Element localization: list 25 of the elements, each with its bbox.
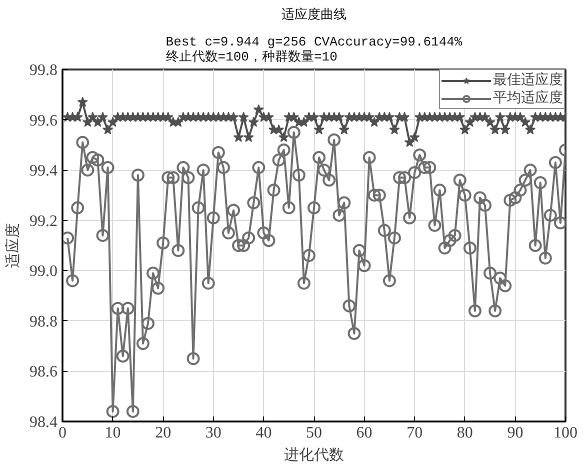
y-tick-label: 99.2: [30, 212, 58, 230]
x-tick-label: 100: [554, 424, 578, 442]
x-tick-label: 60: [356, 424, 372, 442]
x-tick-label: 80: [456, 424, 473, 442]
y-tick-label: 99.8: [30, 62, 58, 79]
x-axis-title: 进化代数: [284, 446, 344, 464]
x-tick-label: 50: [306, 424, 322, 442]
x-tick-label: 20: [155, 424, 172, 442]
chart-title: 适应度曲线: [282, 6, 346, 22]
y-tick-label: 98.8: [30, 313, 58, 330]
y-tick-label: 99.0: [30, 263, 58, 280]
y-tick-label: 99.4: [30, 162, 58, 180]
x-tick-label: 10: [104, 424, 121, 442]
x-tick-label: 70: [406, 424, 423, 442]
x-tick-label: 30: [205, 424, 222, 442]
y-tick-label: 98.6: [30, 364, 58, 381]
x-tick-label: 0: [58, 424, 66, 442]
chart-subtitle: Best c=9.944 g=256 CVAccuracy=99.6144% 终止代数=100，种群数量=10: [166, 34, 462, 64]
legend-label: 最佳适应度: [493, 71, 563, 89]
x-tick-label: 40: [256, 424, 272, 442]
x-tick-label: 90: [507, 424, 524, 442]
y-tick-label: 98.4: [30, 414, 58, 431]
y-tick-label: 99.6: [30, 112, 58, 130]
y-axis-title: 适应度: [4, 223, 22, 268]
legend-label: 平均适应度: [493, 89, 563, 107]
